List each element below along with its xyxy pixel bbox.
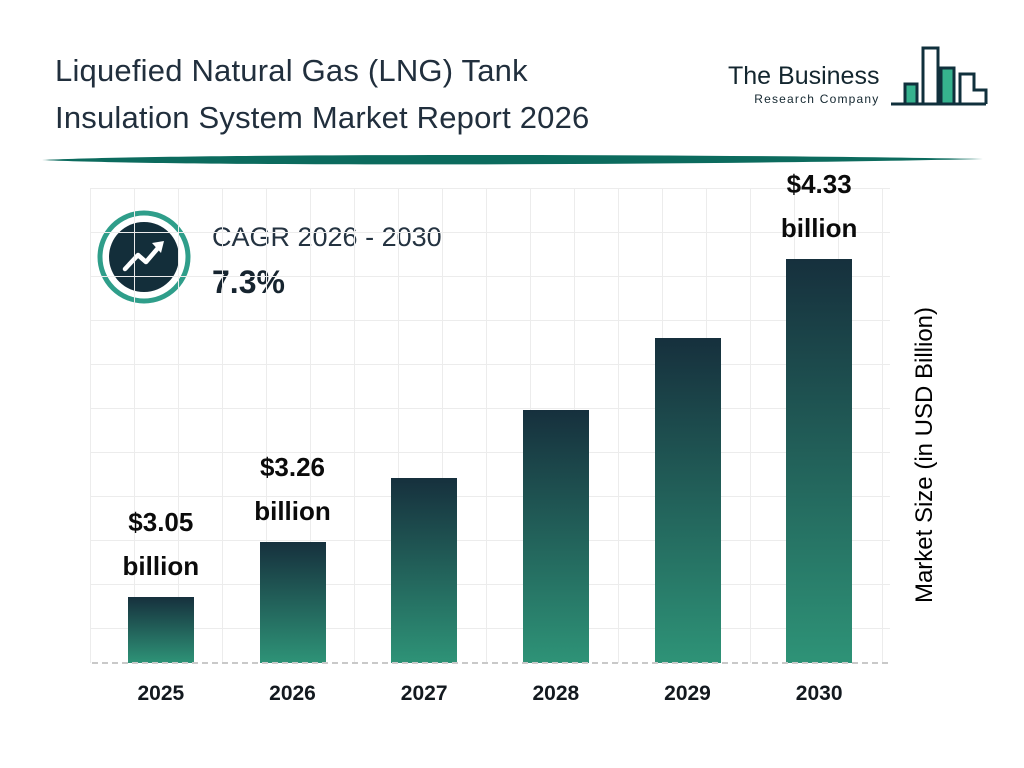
data-label-2025: $3.05 billion (122, 506, 200, 582)
logo-name: The Business (728, 62, 880, 90)
chart-gridlines (90, 188, 890, 663)
bar-2027 (391, 478, 458, 663)
x-axis-tick-2028: 2028 (532, 682, 580, 705)
bar-2028 (522, 410, 589, 663)
x-axis-tick-2025: 2025 (137, 682, 185, 705)
bar-2025 (127, 597, 194, 663)
page-title: Liquefied Natural Gas (LNG) Tank Insulat… (55, 48, 589, 141)
x-axis-tick-2029: 2029 (664, 682, 711, 705)
company-logo: The Business Research Company (728, 44, 989, 130)
data-label-2030: $4.33 billion (780, 168, 858, 244)
logo-teal-bar (903, 82, 919, 106)
data-label-2026: $3.26 billion (254, 451, 331, 527)
bar-2030 (786, 259, 853, 663)
company-logo-text: The Business Research Company (728, 62, 879, 106)
title-line-1: Liquefied Natural Gas (LNG) Tank (55, 53, 528, 88)
x-axis-baseline (92, 662, 888, 664)
bar-chart-logo-icon (891, 46, 988, 106)
bar-2026 (259, 542, 326, 663)
y-axis-label: Market Size (in USD Billion) (911, 306, 938, 604)
x-axis-tick-2027: 2027 (400, 682, 448, 705)
logo-subtitle: Research Company (754, 92, 880, 106)
bar-2029 (654, 338, 721, 663)
divider-line (42, 154, 983, 165)
x-axis-tick-2026: 2026 (269, 682, 316, 705)
title-line-2: Insulation System Market Report 2026 (55, 99, 590, 135)
x-axis-tick-2030: 2030 (795, 682, 843, 705)
